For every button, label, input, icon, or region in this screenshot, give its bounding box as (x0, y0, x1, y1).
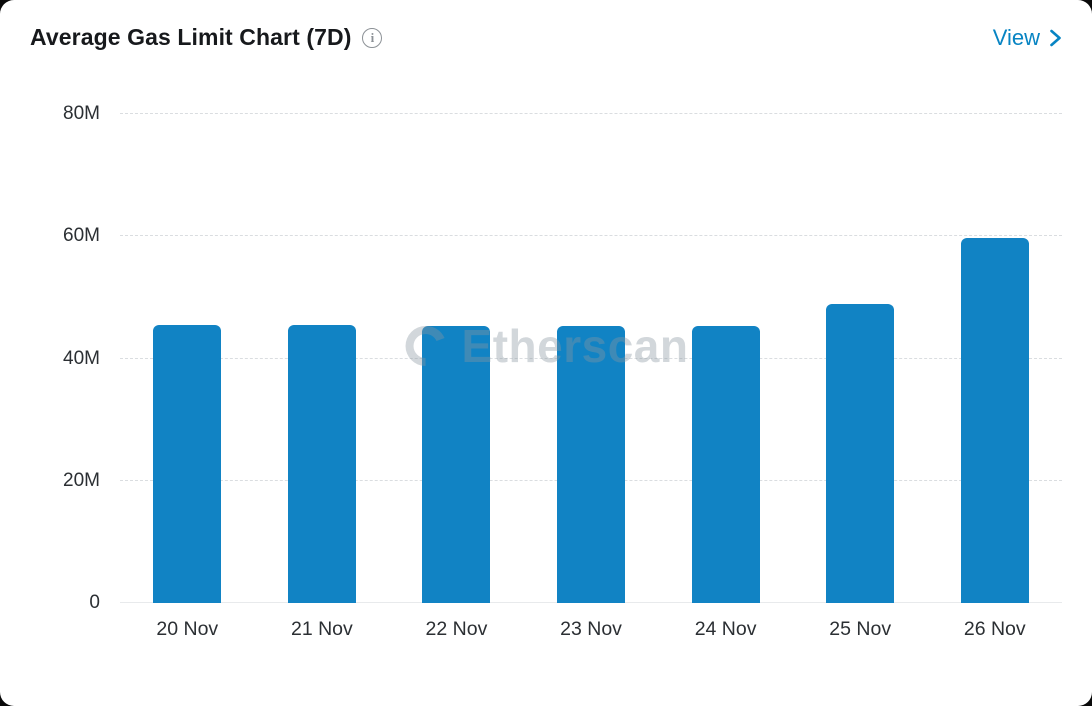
bar[interactable] (960, 238, 1029, 603)
x-axis-label: 25 Nov (829, 618, 892, 640)
bar-slot (255, 114, 390, 603)
info-icon[interactable]: i (362, 27, 383, 48)
chart-title-wrap: Average Gas Limit Chart (7D) i (30, 24, 383, 51)
y-axis: 0 20M 40M 60M 80M (20, 103, 100, 613)
bar[interactable] (153, 324, 222, 603)
gridline (120, 113, 1062, 114)
bar-slot (389, 114, 524, 603)
bar[interactable] (422, 325, 491, 603)
x-axis-label: 24 Nov (694, 618, 757, 640)
y-axis-label: 80M (63, 103, 100, 124)
y-axis-label: 20M (63, 469, 100, 491)
chart-plot: 0 20M 40M 60M 80M (63, 103, 1062, 613)
view-link[interactable]: View (993, 25, 1062, 51)
x-axis-label: 21 Nov (290, 618, 353, 640)
x-axis: 20 Nov 21 Nov 22 Nov 23 Nov 24 Nov 25 Nov 26 N… (120, 618, 1062, 641)
y-axis-label: 40M (63, 347, 100, 369)
bar[interactable] (287, 324, 356, 603)
bar-series (120, 114, 1062, 603)
gridline (120, 235, 1062, 237)
bar[interactable] (557, 325, 626, 603)
view-link-label: View (992, 24, 1040, 50)
bar[interactable] (826, 304, 895, 603)
bar-slot (658, 114, 793, 603)
chevron-right-icon (1049, 28, 1062, 48)
x-axis-label: 22 Nov (425, 618, 488, 640)
x-axis-label: 20 Nov (156, 618, 219, 640)
bar-slot (120, 114, 255, 603)
x-axis-label: 23 Nov (560, 618, 622, 640)
y-axis-label: 60M (63, 225, 100, 247)
bar[interactable] (691, 325, 760, 603)
chart-header: Average Gas Limit Chart (7D) i View (30, 24, 1062, 51)
chart-title: Average Gas Limit Chart (7D) (30, 24, 352, 50)
bar-slot (524, 114, 659, 603)
bar-slot (927, 114, 1062, 603)
x-axis-label: 26 Nov (963, 618, 1026, 640)
bar-slot (793, 114, 928, 603)
y-axis-label: 0 (89, 592, 100, 613)
